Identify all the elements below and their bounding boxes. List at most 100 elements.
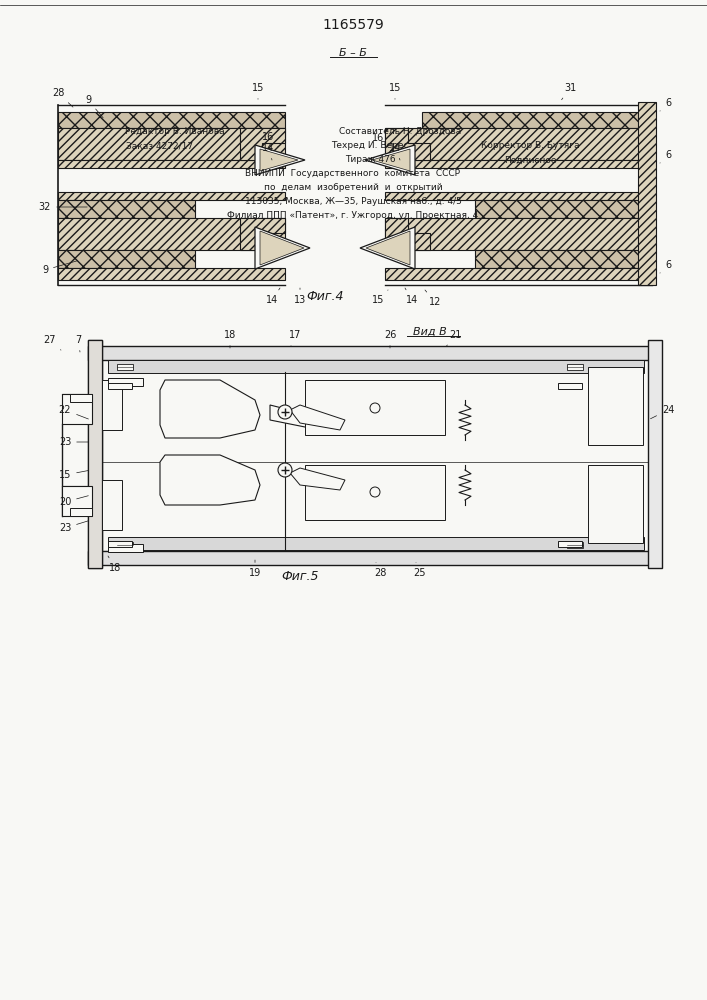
Text: 16: 16 <box>372 133 388 147</box>
Polygon shape <box>385 128 430 160</box>
Bar <box>305 465 445 520</box>
Polygon shape <box>270 405 340 435</box>
Text: 32: 32 <box>39 202 87 212</box>
Text: 6: 6 <box>660 150 671 163</box>
Text: 31: 31 <box>561 83 576 100</box>
Polygon shape <box>58 268 285 280</box>
Text: Тираж 476: Тираж 476 <box>345 155 395 164</box>
Polygon shape <box>385 218 430 250</box>
Polygon shape <box>240 128 285 160</box>
Polygon shape <box>240 218 285 250</box>
Bar <box>88 340 102 568</box>
Polygon shape <box>160 380 260 438</box>
Text: 1165579: 1165579 <box>322 18 384 32</box>
Text: 113035, Москва, Ж—35, Раушская наб., д. 4/5: 113035, Москва, Ж—35, Раушская наб., д. … <box>245 198 462 207</box>
Text: 14: 14 <box>262 143 274 160</box>
Bar <box>558 383 582 389</box>
Bar <box>648 340 662 568</box>
Text: 19: 19 <box>249 560 261 578</box>
Text: 7: 7 <box>75 335 81 352</box>
Bar <box>88 340 102 568</box>
Polygon shape <box>255 145 305 175</box>
Bar <box>88 346 660 360</box>
Text: 28: 28 <box>374 563 386 578</box>
Text: 25: 25 <box>414 563 426 578</box>
Bar <box>567 542 583 548</box>
Bar <box>108 541 132 547</box>
Text: Составитель Н. Дроздова: Составитель Н. Дроздова <box>339 127 461 136</box>
Bar <box>70 508 92 516</box>
Text: Филиал ППП «Патент», г. Ужгород, ул. Проектная, 4: Филиал ППП «Патент», г. Ужгород, ул. Про… <box>228 212 479 221</box>
Bar <box>108 537 644 550</box>
Text: Вид В: Вид В <box>413 327 447 337</box>
Text: Фиг.4: Фиг.4 <box>306 290 344 304</box>
Bar <box>102 480 122 530</box>
Text: 24: 24 <box>650 405 674 419</box>
Text: Подписное: Подписное <box>504 155 556 164</box>
Text: 22: 22 <box>59 405 88 419</box>
Polygon shape <box>366 231 410 265</box>
Polygon shape <box>385 218 652 250</box>
Circle shape <box>370 487 380 497</box>
Text: ВНИИПИ  Государственного  комитета  СССР: ВНИИПИ Государственного комитета СССР <box>245 169 460 178</box>
Polygon shape <box>58 192 285 200</box>
Text: 12: 12 <box>425 290 441 307</box>
Text: 17: 17 <box>289 330 301 345</box>
Text: 13: 13 <box>294 288 306 305</box>
Bar <box>102 380 122 430</box>
Circle shape <box>370 403 380 413</box>
Text: Редактор В. Иванова: Редактор В. Иванова <box>125 127 225 136</box>
Polygon shape <box>385 128 652 160</box>
Text: 23: 23 <box>59 437 88 447</box>
Text: 23: 23 <box>59 521 88 533</box>
Circle shape <box>278 405 292 419</box>
Bar <box>102 358 650 551</box>
Polygon shape <box>385 268 652 280</box>
Text: по  делам  изобретений  и  открытий: по делам изобретений и открытий <box>264 184 443 192</box>
Text: 6: 6 <box>660 98 671 111</box>
Polygon shape <box>365 145 415 175</box>
Circle shape <box>278 463 292 477</box>
Text: 14: 14 <box>405 288 418 305</box>
Text: 14: 14 <box>266 288 280 305</box>
Polygon shape <box>385 160 652 168</box>
Bar <box>88 551 660 565</box>
Bar <box>108 544 143 552</box>
Polygon shape <box>260 231 304 265</box>
Polygon shape <box>160 455 260 505</box>
Text: 20: 20 <box>59 496 88 507</box>
Text: 9: 9 <box>85 95 103 118</box>
Text: 15: 15 <box>59 470 88 480</box>
Bar <box>108 383 132 389</box>
Bar <box>117 542 133 548</box>
Polygon shape <box>385 192 652 200</box>
Polygon shape <box>372 149 410 171</box>
Bar <box>117 364 133 370</box>
Bar <box>62 394 92 424</box>
Polygon shape <box>58 218 285 250</box>
Text: 27: 27 <box>44 335 61 350</box>
Text: 18: 18 <box>108 556 121 573</box>
Polygon shape <box>475 250 652 268</box>
Bar <box>567 364 583 370</box>
Polygon shape <box>58 112 285 128</box>
Text: 15: 15 <box>372 290 388 305</box>
Bar <box>638 102 656 285</box>
Polygon shape <box>58 128 285 160</box>
Text: 15: 15 <box>252 83 264 99</box>
Bar <box>62 486 92 516</box>
Text: Корректор В. Бутяга: Корректор В. Бутяга <box>481 141 579 150</box>
Text: 9: 9 <box>42 261 77 275</box>
Polygon shape <box>255 227 310 269</box>
Polygon shape <box>58 200 195 218</box>
Text: Фиг.5: Фиг.5 <box>281 570 319 584</box>
Bar <box>70 394 92 402</box>
Bar <box>588 367 643 445</box>
Bar <box>588 465 643 543</box>
Text: Б – Б: Б – Б <box>339 48 367 58</box>
Polygon shape <box>290 468 345 490</box>
Text: 28: 28 <box>52 88 73 107</box>
Text: 14: 14 <box>389 143 401 160</box>
Bar <box>558 541 582 547</box>
Polygon shape <box>260 149 298 171</box>
